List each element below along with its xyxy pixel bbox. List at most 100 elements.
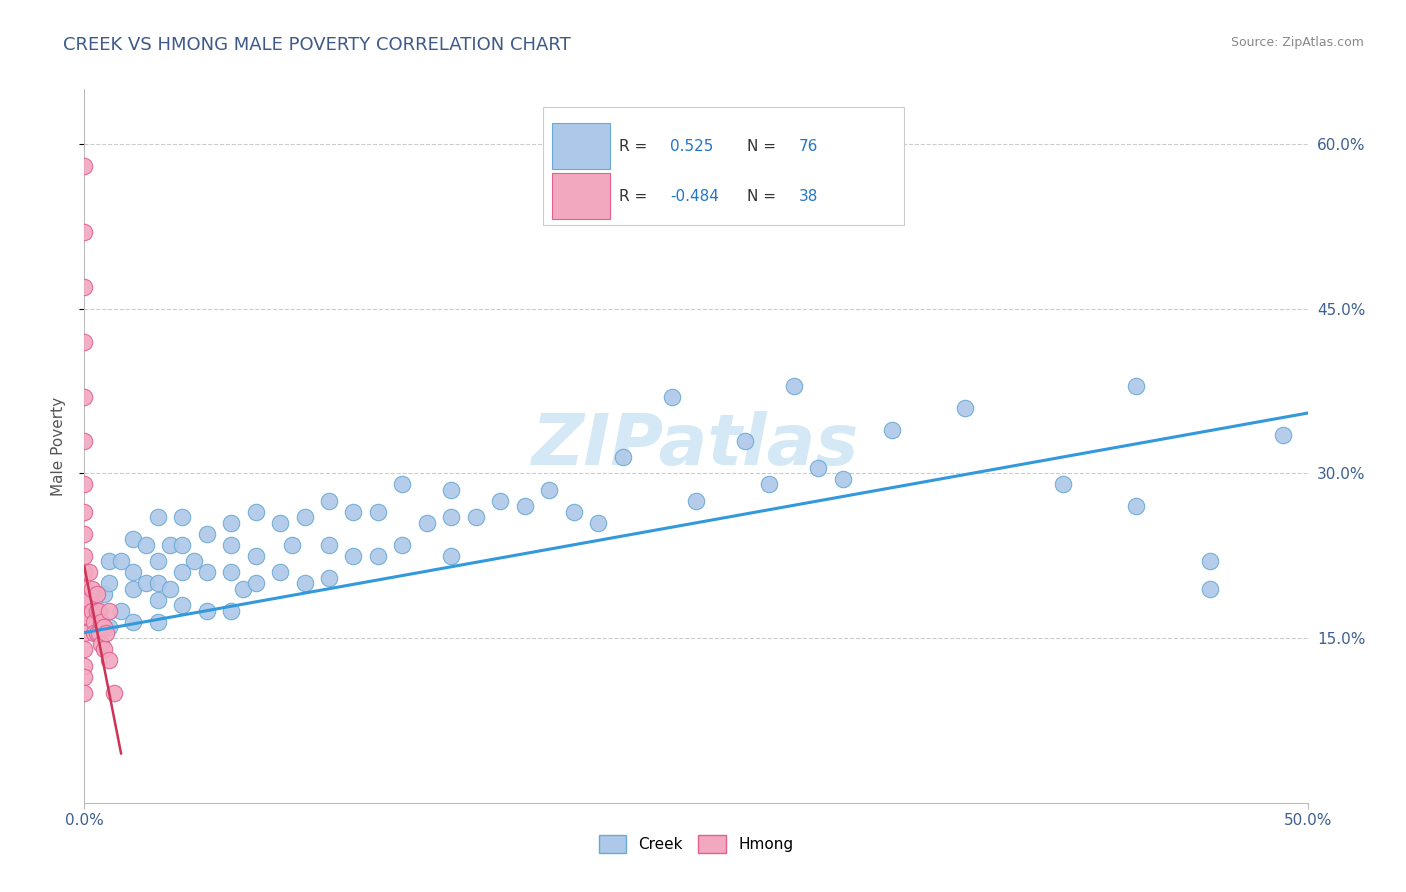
Point <box>122 533 145 547</box>
Point <box>146 576 169 591</box>
Point <box>73 598 96 612</box>
Point <box>367 549 389 563</box>
Point <box>1198 554 1220 568</box>
FancyBboxPatch shape <box>551 173 610 219</box>
Text: R =: R = <box>619 189 652 203</box>
Point <box>73 225 96 239</box>
Point <box>464 510 486 524</box>
Y-axis label: Male Poverty: Male Poverty <box>51 396 66 496</box>
Point <box>538 483 561 497</box>
Text: N =: N = <box>748 189 782 203</box>
Point <box>73 669 96 683</box>
Point <box>219 604 242 618</box>
Point <box>122 582 145 596</box>
Point <box>219 516 242 530</box>
Point <box>103 686 125 700</box>
Point <box>97 653 120 667</box>
Point <box>1125 378 1147 392</box>
Text: R =: R = <box>619 139 652 153</box>
Point <box>86 587 108 601</box>
Point <box>73 582 96 596</box>
Point <box>146 554 169 568</box>
Point <box>172 566 194 580</box>
Point <box>245 505 267 519</box>
Point <box>562 505 585 519</box>
Point <box>122 615 145 629</box>
Point <box>159 538 181 552</box>
Point <box>110 604 132 618</box>
Point <box>73 642 96 657</box>
Point <box>159 582 181 596</box>
Point <box>73 280 96 294</box>
Point <box>73 549 96 563</box>
Point <box>87 625 110 640</box>
Point <box>342 505 364 519</box>
Text: N =: N = <box>748 139 782 153</box>
Point <box>183 554 205 568</box>
Point <box>73 658 96 673</box>
Point <box>269 566 291 580</box>
Point <box>513 500 536 514</box>
Point <box>93 587 115 601</box>
Point <box>93 642 115 657</box>
Point <box>73 434 96 448</box>
Point <box>391 477 413 491</box>
Point <box>86 625 108 640</box>
Point <box>97 576 120 591</box>
Point <box>440 549 463 563</box>
Point <box>807 461 830 475</box>
Point <box>245 576 267 591</box>
Point <box>953 401 976 415</box>
Point <box>86 604 108 618</box>
Point <box>90 637 112 651</box>
Point <box>232 582 254 596</box>
Point <box>661 390 683 404</box>
Point <box>83 615 105 629</box>
FancyBboxPatch shape <box>543 107 904 225</box>
Point <box>73 526 96 541</box>
Text: 38: 38 <box>799 189 818 203</box>
Point <box>1272 428 1295 442</box>
Point <box>219 538 242 552</box>
Point <box>294 576 316 591</box>
Legend: Creek, Hmong: Creek, Hmong <box>593 829 799 859</box>
Point <box>880 423 903 437</box>
Point <box>219 566 242 580</box>
Point <box>783 378 806 392</box>
Point <box>83 625 105 640</box>
Point <box>1198 582 1220 596</box>
Point <box>93 620 115 634</box>
Point <box>685 494 707 508</box>
Point <box>342 549 364 563</box>
Point <box>77 566 100 580</box>
Point <box>87 604 110 618</box>
Point <box>367 505 389 519</box>
Point <box>1052 477 1074 491</box>
Point <box>318 538 340 552</box>
Point <box>294 510 316 524</box>
Point <box>73 159 96 173</box>
Point <box>97 554 120 568</box>
Text: 76: 76 <box>799 139 818 153</box>
Point <box>1125 500 1147 514</box>
Point <box>489 494 512 508</box>
Point <box>172 510 194 524</box>
Point <box>97 604 120 618</box>
FancyBboxPatch shape <box>551 123 610 169</box>
Point <box>172 598 194 612</box>
Point <box>440 510 463 524</box>
Point <box>110 554 132 568</box>
Point <box>195 526 218 541</box>
Point <box>318 571 340 585</box>
Point <box>86 604 108 618</box>
Point <box>73 390 96 404</box>
Point <box>135 576 157 591</box>
Point <box>416 516 439 530</box>
Point <box>73 686 96 700</box>
Point <box>96 625 118 640</box>
Point <box>146 510 169 524</box>
Point <box>440 483 463 497</box>
Point <box>612 450 634 464</box>
Point <box>73 625 96 640</box>
Point <box>146 592 169 607</box>
